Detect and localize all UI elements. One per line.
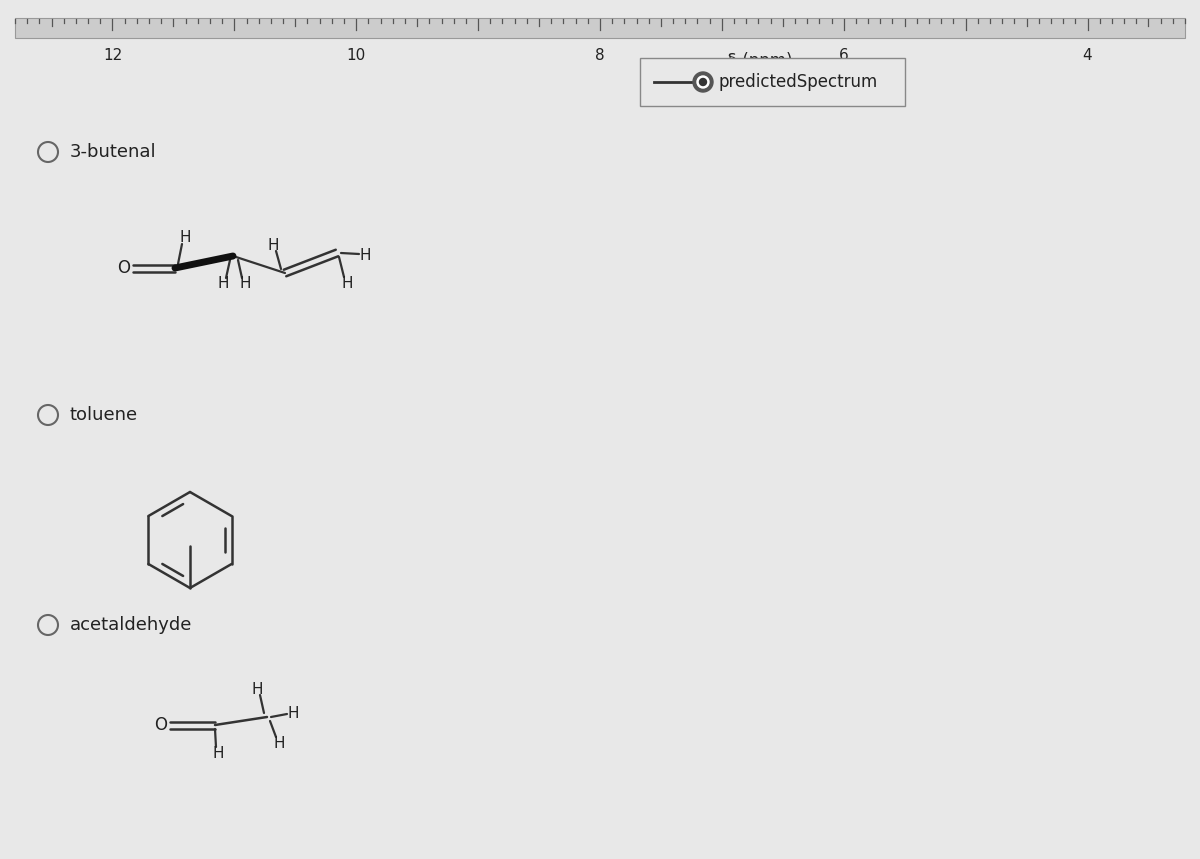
Text: H: H <box>212 746 223 760</box>
Text: δ (ppm): δ (ppm) <box>727 52 793 70</box>
Text: predictedSpectrum: predictedSpectrum <box>718 73 877 91</box>
Text: toluene: toluene <box>70 406 138 424</box>
Circle shape <box>697 76 709 88</box>
Text: H: H <box>287 705 299 721</box>
Text: H: H <box>251 681 263 697</box>
Text: 6: 6 <box>839 48 848 63</box>
Text: 12: 12 <box>103 48 122 63</box>
Text: H: H <box>274 735 284 751</box>
Circle shape <box>700 78 707 86</box>
Text: O: O <box>118 259 131 277</box>
Text: O: O <box>155 716 168 734</box>
Text: 3-butenal: 3-butenal <box>70 143 157 161</box>
Text: 4: 4 <box>1082 48 1092 63</box>
Circle shape <box>694 72 713 92</box>
FancyBboxPatch shape <box>14 18 1186 38</box>
Text: H: H <box>359 247 371 263</box>
FancyBboxPatch shape <box>640 58 905 106</box>
Text: H: H <box>217 277 229 291</box>
Text: 8: 8 <box>595 48 605 63</box>
Text: H: H <box>268 237 278 253</box>
Text: H: H <box>239 277 251 291</box>
Text: H: H <box>341 276 353 290</box>
Text: acetaldehyde: acetaldehyde <box>70 616 192 634</box>
Text: 10: 10 <box>347 48 366 63</box>
Text: H: H <box>179 230 191 246</box>
